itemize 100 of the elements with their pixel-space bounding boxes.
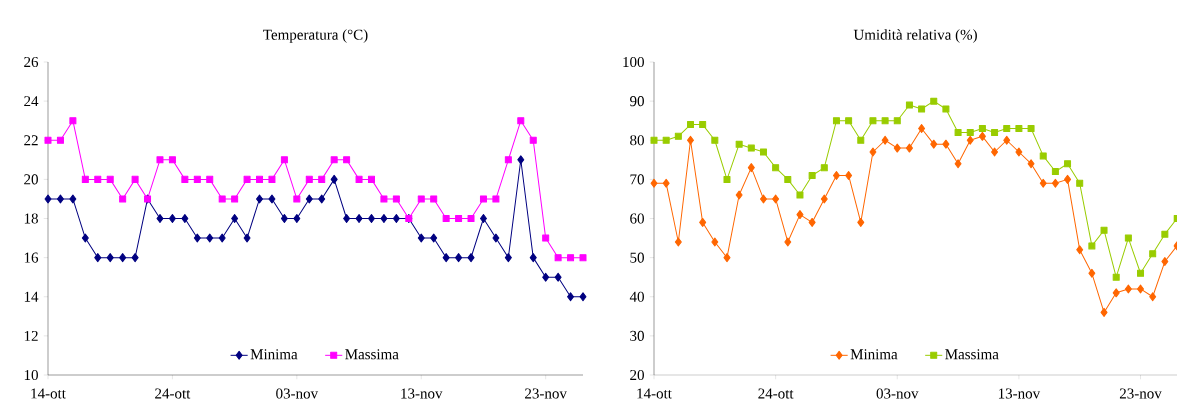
point	[869, 147, 877, 157]
y-tick-label: 100	[623, 56, 644, 68]
point	[905, 143, 913, 153]
y-tick-label: 14	[24, 291, 39, 302]
point	[1039, 152, 1047, 160]
legend-label: Massima	[345, 349, 399, 360]
x-tick-label: 23-nov	[1119, 388, 1162, 399]
point	[1088, 268, 1096, 278]
point	[687, 121, 694, 129]
x-tick-label: 24-ott	[155, 388, 191, 399]
point	[106, 175, 114, 183]
point	[650, 136, 658, 144]
point	[954, 128, 962, 136]
point	[796, 210, 804, 220]
point	[978, 131, 986, 141]
point	[784, 237, 792, 247]
point	[343, 156, 351, 164]
point	[492, 195, 500, 203]
point	[293, 195, 301, 203]
point	[966, 128, 974, 136]
y-tick-label: 60	[630, 213, 644, 224]
point	[44, 136, 52, 144]
point	[417, 233, 425, 243]
point	[69, 194, 77, 204]
point	[759, 194, 767, 204]
point	[674, 132, 682, 140]
point	[193, 233, 201, 243]
chart-title: Temperatura (°C)	[263, 29, 368, 43]
chart-title: Umidità relativa (%)	[853, 29, 977, 43]
point	[256, 175, 264, 183]
point	[181, 175, 189, 183]
point	[492, 233, 500, 243]
point	[699, 217, 707, 227]
point	[542, 234, 550, 242]
point	[206, 233, 214, 243]
point	[367, 175, 375, 183]
point	[1161, 257, 1169, 267]
point	[293, 214, 301, 223]
point	[330, 174, 338, 184]
point	[243, 233, 251, 243]
y-tick-label: 20	[24, 174, 38, 185]
point	[1064, 160, 1072, 168]
point	[467, 253, 475, 263]
point	[268, 194, 276, 204]
point	[1015, 125, 1023, 133]
point	[1137, 269, 1145, 277]
point	[845, 117, 853, 125]
point	[417, 195, 425, 203]
point	[1112, 273, 1120, 281]
point	[930, 97, 938, 105]
point	[711, 237, 719, 247]
point	[1064, 174, 1072, 184]
point	[747, 163, 755, 173]
point	[81, 175, 89, 183]
point	[893, 117, 901, 125]
point	[978, 125, 986, 133]
point	[1039, 178, 1047, 188]
point	[991, 128, 999, 136]
point	[905, 101, 913, 109]
point	[1161, 230, 1169, 238]
point	[1076, 245, 1084, 255]
point	[687, 135, 694, 145]
point	[674, 237, 682, 247]
point	[966, 135, 974, 145]
point	[820, 164, 828, 172]
y-tick-label: 12	[24, 330, 38, 341]
point	[106, 253, 114, 263]
point	[1015, 147, 1023, 157]
point	[355, 175, 363, 183]
point	[735, 190, 743, 200]
y-tick-label: 90	[630, 96, 644, 107]
point	[69, 117, 77, 125]
point	[699, 121, 707, 129]
y-tick-label: 50	[630, 252, 644, 263]
x-tick-label: 14-ott	[31, 388, 66, 399]
legend-label: Minima	[250, 349, 298, 360]
point	[954, 159, 962, 169]
y-tick-label: 24	[24, 96, 39, 107]
point	[808, 171, 816, 179]
point	[1003, 125, 1011, 133]
point	[193, 175, 201, 183]
point	[504, 253, 512, 263]
point	[1149, 292, 1157, 302]
legend-label: Minima	[850, 349, 898, 360]
point	[231, 195, 239, 203]
point	[784, 175, 792, 183]
point	[650, 178, 658, 188]
x-tick-label: 24-ott	[758, 388, 794, 399]
y-tick-label: 26	[24, 56, 39, 68]
point	[772, 194, 780, 204]
point	[504, 156, 512, 164]
point	[1124, 284, 1132, 294]
point	[942, 139, 950, 149]
point	[56, 194, 64, 204]
point	[554, 272, 562, 282]
point	[857, 217, 865, 227]
x-tick-label: 14-ott	[637, 388, 672, 399]
x-tick-label: 03-nov	[276, 388, 319, 399]
point	[723, 175, 731, 183]
point	[918, 105, 926, 113]
